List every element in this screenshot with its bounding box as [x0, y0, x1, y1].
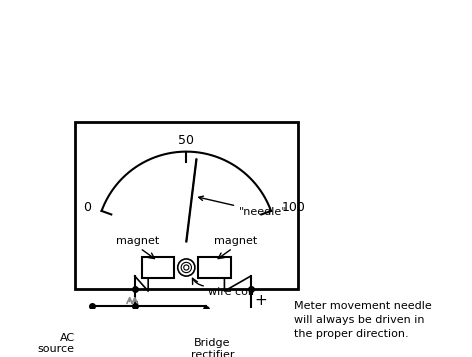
Text: Bridge
rectifier: Bridge rectifier [191, 338, 234, 357]
Polygon shape [180, 326, 188, 334]
Text: -: - [132, 293, 137, 308]
Polygon shape [216, 320, 225, 328]
Text: magnet: magnet [116, 236, 159, 246]
Text: magnet: magnet [214, 236, 257, 246]
Text: 50: 50 [178, 134, 194, 147]
Text: +: + [254, 293, 267, 308]
Bar [142, 257, 174, 278]
Text: Meter movement needle
will always be driven in
the proper direction.: Meter movement needle will always be dri… [294, 301, 431, 339]
Text: "needle": "needle" [199, 196, 287, 217]
Circle shape [178, 259, 195, 276]
Text: 100: 100 [281, 201, 305, 213]
Text: wire coil: wire coil [208, 287, 254, 297]
Polygon shape [223, 356, 231, 357]
Text: AC
source: AC source [38, 333, 75, 354]
Bar [75, 122, 298, 289]
Bar [198, 257, 231, 278]
Circle shape [78, 330, 106, 357]
Text: 0: 0 [83, 201, 91, 213]
